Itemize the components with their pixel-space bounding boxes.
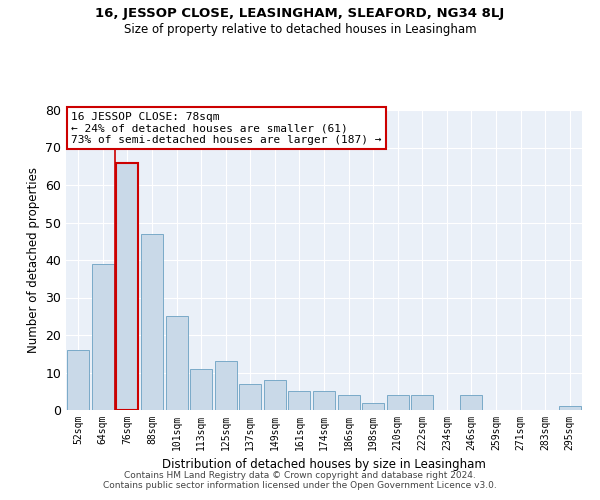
- Text: Contains HM Land Registry data © Crown copyright and database right 2024.
Contai: Contains HM Land Registry data © Crown c…: [103, 470, 497, 490]
- Text: 16 JESSOP CLOSE: 78sqm
← 24% of detached houses are smaller (61)
73% of semi-det: 16 JESSOP CLOSE: 78sqm ← 24% of detached…: [71, 112, 382, 144]
- Bar: [190, 369, 212, 410]
- Bar: [215, 361, 237, 410]
- Bar: [116, 162, 139, 410]
- Bar: [338, 395, 359, 410]
- Bar: [313, 391, 335, 410]
- Text: 16, JESSOP CLOSE, LEASINGHAM, SLEAFORD, NG34 8LJ: 16, JESSOP CLOSE, LEASINGHAM, SLEAFORD, …: [95, 8, 505, 20]
- Bar: [264, 380, 286, 410]
- Bar: [559, 406, 581, 410]
- Bar: [67, 350, 89, 410]
- X-axis label: Distribution of detached houses by size in Leasingham: Distribution of detached houses by size …: [162, 458, 486, 471]
- Bar: [386, 395, 409, 410]
- Text: Size of property relative to detached houses in Leasingham: Size of property relative to detached ho…: [124, 22, 476, 36]
- Bar: [460, 395, 482, 410]
- Bar: [166, 316, 188, 410]
- Bar: [239, 384, 262, 410]
- Bar: [289, 391, 310, 410]
- Bar: [411, 395, 433, 410]
- Bar: [92, 264, 114, 410]
- Bar: [362, 402, 384, 410]
- Bar: [141, 234, 163, 410]
- Y-axis label: Number of detached properties: Number of detached properties: [26, 167, 40, 353]
